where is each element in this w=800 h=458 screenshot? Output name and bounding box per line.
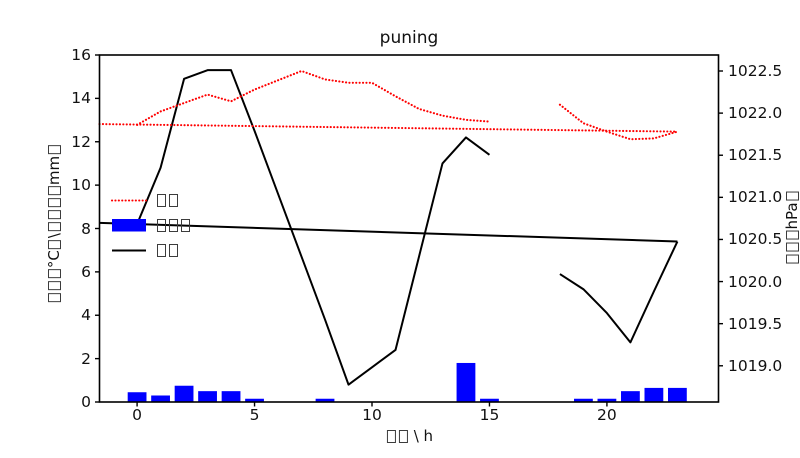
- tofu-glyph: [48, 210, 61, 220]
- y-tick-label-right: 1020.0: [728, 272, 783, 291]
- y-tick-label-left: 4: [81, 306, 91, 325]
- pressure-polyline: [558, 103, 679, 141]
- tofu-glyph: [48, 239, 61, 249]
- precipitation-bar: [456, 362, 476, 402]
- tofu-glyph: [180, 219, 190, 232]
- y-tick-label-right: 1022.0: [728, 104, 783, 123]
- y-tick-label-left: 12: [71, 132, 91, 151]
- legend-label-precipitation: [155, 218, 191, 234]
- tofu-glyph: [168, 194, 178, 207]
- y-tick-label-left: 2: [81, 349, 91, 368]
- precipitation-bar: [315, 398, 335, 402]
- chart-title: puning: [379, 28, 439, 48]
- tofu-glyph: [156, 219, 166, 232]
- pressure-polyline: [98, 123, 679, 133]
- y-tick-label-left: 16: [71, 46, 91, 64]
- y-tick-label-right: 1019.0: [728, 356, 783, 375]
- y-tick-label-right: 1019.5: [728, 314, 783, 333]
- temperature-polyline: [136, 69, 491, 386]
- temperature-polyline: [559, 241, 679, 344]
- y-tick-label-left: 0: [81, 393, 91, 411]
- x-tick-label: 0: [132, 406, 143, 424]
- y-tick-label-right: 1022.5: [728, 62, 783, 80]
- x-tick-label: 5: [249, 406, 260, 424]
- y-tick-label-right: 1021.5: [728, 146, 783, 165]
- tofu-glyph: [786, 231, 799, 241]
- precipitation-bar: [245, 398, 264, 402]
- pressure-polyline: [136, 69, 491, 126]
- precipitation-bar: [127, 392, 147, 402]
- tofu-glyph: [786, 255, 799, 265]
- tofu-glyph: [786, 243, 799, 253]
- tofu-glyph: [398, 430, 408, 443]
- tofu-glyph: [48, 198, 61, 208]
- x-tick-label: 10: [362, 406, 382, 424]
- precipitation-bar: [667, 387, 687, 402]
- y-tick-label-left: 8: [81, 219, 91, 238]
- tofu-glyph: [786, 191, 799, 201]
- precipitation-bar: [644, 387, 664, 402]
- precipitation-bar: [574, 398, 593, 402]
- y-axis-label-right: hPa: [783, 190, 800, 265]
- x-axis-label: \ h: [385, 427, 433, 445]
- legend-label-temperature: [155, 243, 179, 259]
- legend-label-pressure: [155, 193, 179, 209]
- precipitation-bar: [480, 398, 499, 402]
- precipitation-bar: [597, 398, 617, 402]
- tofu-glyph: [386, 430, 396, 443]
- y-tick-label-left: 6: [81, 262, 91, 281]
- axes-spines: [98, 54, 720, 403]
- precipitation-bar: [621, 391, 640, 402]
- y-tick-label-left: 14: [71, 89, 91, 108]
- legend-swatch-precipitation: [112, 219, 146, 232]
- y-tick-label-right: 1021.0: [728, 188, 783, 207]
- precipitation-bar: [174, 385, 194, 402]
- tofu-glyph: [156, 194, 166, 207]
- x-tick-label: 15: [479, 406, 500, 424]
- y-tick-label-right: 1020.5: [728, 230, 783, 249]
- tofu-glyph: [48, 281, 61, 291]
- y-tick-label-left: 10: [71, 176, 91, 195]
- tofu-glyph: [168, 219, 178, 232]
- precipitation-bar: [151, 395, 170, 402]
- tofu-glyph: [156, 244, 166, 257]
- x-tick-label: 20: [597, 406, 617, 424]
- precipitation-bar: [198, 391, 217, 402]
- temperature-polyline: [99, 221, 678, 243]
- precipitation-bar: [221, 391, 241, 402]
- tofu-glyph: [48, 293, 61, 303]
- tofu-glyph: [168, 244, 178, 257]
